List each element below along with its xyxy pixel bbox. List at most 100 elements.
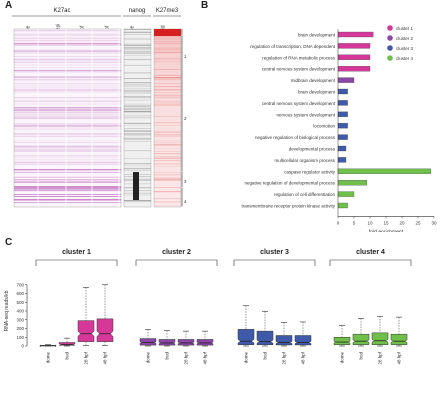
k27ac-stripe xyxy=(14,79,121,81)
k27ac-stripe xyxy=(14,186,121,188)
nanog-stripe xyxy=(124,137,151,139)
k27me3-stripe xyxy=(154,103,181,105)
k27ac-stripe xyxy=(14,30,121,31)
nanog-stripe xyxy=(124,138,151,140)
bar xyxy=(337,100,348,106)
nanog-stripe xyxy=(124,135,151,136)
nanog-stripe xyxy=(124,43,151,45)
k27ac-stripe xyxy=(14,58,121,60)
category-label: 28 hpf xyxy=(282,351,287,364)
k27ac-stripe xyxy=(14,128,121,130)
category-label: 48 hpf xyxy=(301,351,306,364)
group-title: cluster 1 xyxy=(62,249,91,256)
bar-label: regulation of transcription, DNA depende… xyxy=(250,44,336,49)
k27ac-stripe xyxy=(14,116,121,118)
nanog-stripe xyxy=(124,52,151,54)
k27me3-stripe xyxy=(154,174,181,176)
k27me3-stripe xyxy=(154,158,181,159)
k27ac-stripe xyxy=(14,69,121,71)
k27ac-stripe xyxy=(14,176,121,178)
k27me3-stripe xyxy=(154,74,181,76)
nanog-stripe xyxy=(124,130,151,132)
k27ac-stripe xyxy=(14,51,121,53)
category-label: 48 hpf xyxy=(397,351,402,364)
nanog-stripe xyxy=(124,110,151,112)
box xyxy=(96,318,114,342)
k27ac-stripe xyxy=(14,60,121,62)
box xyxy=(275,335,293,346)
heatmap-nanog xyxy=(123,28,152,208)
k27ac-stripe xyxy=(14,199,121,200)
k27ac-stripe xyxy=(14,124,121,126)
bar xyxy=(337,31,374,38)
k27me3-stripe xyxy=(154,79,181,81)
k27ac-stripe xyxy=(14,40,121,42)
k27ac-stripe xyxy=(14,171,121,173)
k27ac-stripe xyxy=(14,154,121,156)
group-title: cluster 3 xyxy=(260,249,289,256)
k27ac-stripe xyxy=(14,86,121,88)
k27me3-stripe xyxy=(154,77,181,78)
legend-label: cluster 4 xyxy=(396,56,414,61)
nanog-signal-block xyxy=(133,172,139,200)
nanog-stripe xyxy=(124,106,151,107)
nanog-stripe xyxy=(124,139,151,141)
k27ac-stripe xyxy=(14,50,121,52)
nanog-stripe xyxy=(124,31,151,33)
category-label: bud xyxy=(263,352,268,360)
nanog-stripe xyxy=(124,47,151,49)
bar xyxy=(337,134,348,140)
category-label: 28 hpf xyxy=(378,351,383,364)
k27me3-stripe xyxy=(154,179,181,181)
k27ac-stripe xyxy=(14,150,121,151)
nanog-stripe xyxy=(124,48,151,49)
k27me3-stripe xyxy=(154,153,181,155)
k27ac-stripe xyxy=(14,101,121,102)
nanog-stripe xyxy=(124,78,151,79)
k27ac-stripe xyxy=(14,83,121,85)
k27me3-stripe xyxy=(154,134,181,136)
k27ac-stripe xyxy=(14,164,121,165)
k27ac-stripe xyxy=(14,115,121,117)
nanog-stripe xyxy=(124,38,151,39)
k27ac-stripe xyxy=(14,67,121,69)
k27ac-stripe xyxy=(14,133,121,135)
box xyxy=(333,337,351,345)
k27ac-stripe xyxy=(14,148,121,150)
k27me3-stripe xyxy=(154,191,181,193)
k27ac-stripe xyxy=(14,76,121,78)
nanog-stripe xyxy=(124,110,151,112)
k27ac-stripe xyxy=(14,169,121,170)
box xyxy=(58,342,76,346)
k27ac-stripe xyxy=(14,136,121,138)
group-label-k27ac: K27ac xyxy=(53,8,70,14)
category-label: 28 hpf xyxy=(84,351,89,364)
k27me3-stripe xyxy=(154,179,181,181)
k27ac-stripe xyxy=(14,146,121,148)
k27me3-background xyxy=(153,28,182,208)
nanog-stripe xyxy=(124,109,151,110)
y-tick-label: 0 xyxy=(21,344,24,349)
nanog-stripe xyxy=(124,117,151,119)
nanog-stripe xyxy=(124,103,151,105)
legend-label: cluster 1 xyxy=(396,26,414,31)
k27ac-stripe xyxy=(14,146,121,147)
k27ac-stripe xyxy=(14,61,121,63)
k27ac-stripe xyxy=(14,109,121,110)
k27ac-stripe xyxy=(14,91,121,93)
nanog-stripe xyxy=(124,200,151,201)
k27me3-stripe xyxy=(154,153,181,155)
x-tick-label: 20 xyxy=(399,220,405,225)
k27ac-stripe xyxy=(14,181,121,183)
bar-label: regulation of RNA metabolic process xyxy=(262,55,336,60)
category-label: 48 hpf xyxy=(103,351,108,364)
bar xyxy=(337,202,348,209)
k27me3-stripe xyxy=(154,166,181,167)
k27me3-stripe xyxy=(154,191,181,192)
y-axis-label: RNA-seq reads/kb xyxy=(4,290,10,331)
k27me3-stripe xyxy=(154,36,181,38)
y-tick-label: 200 xyxy=(16,326,24,331)
bar-label: negative regulation of biological proces… xyxy=(255,135,336,140)
heatmap-panel: K27ac nanog K27me3 dome 80%epi 24hpf 48h… xyxy=(12,8,187,208)
k27me3-stripe xyxy=(154,156,181,158)
